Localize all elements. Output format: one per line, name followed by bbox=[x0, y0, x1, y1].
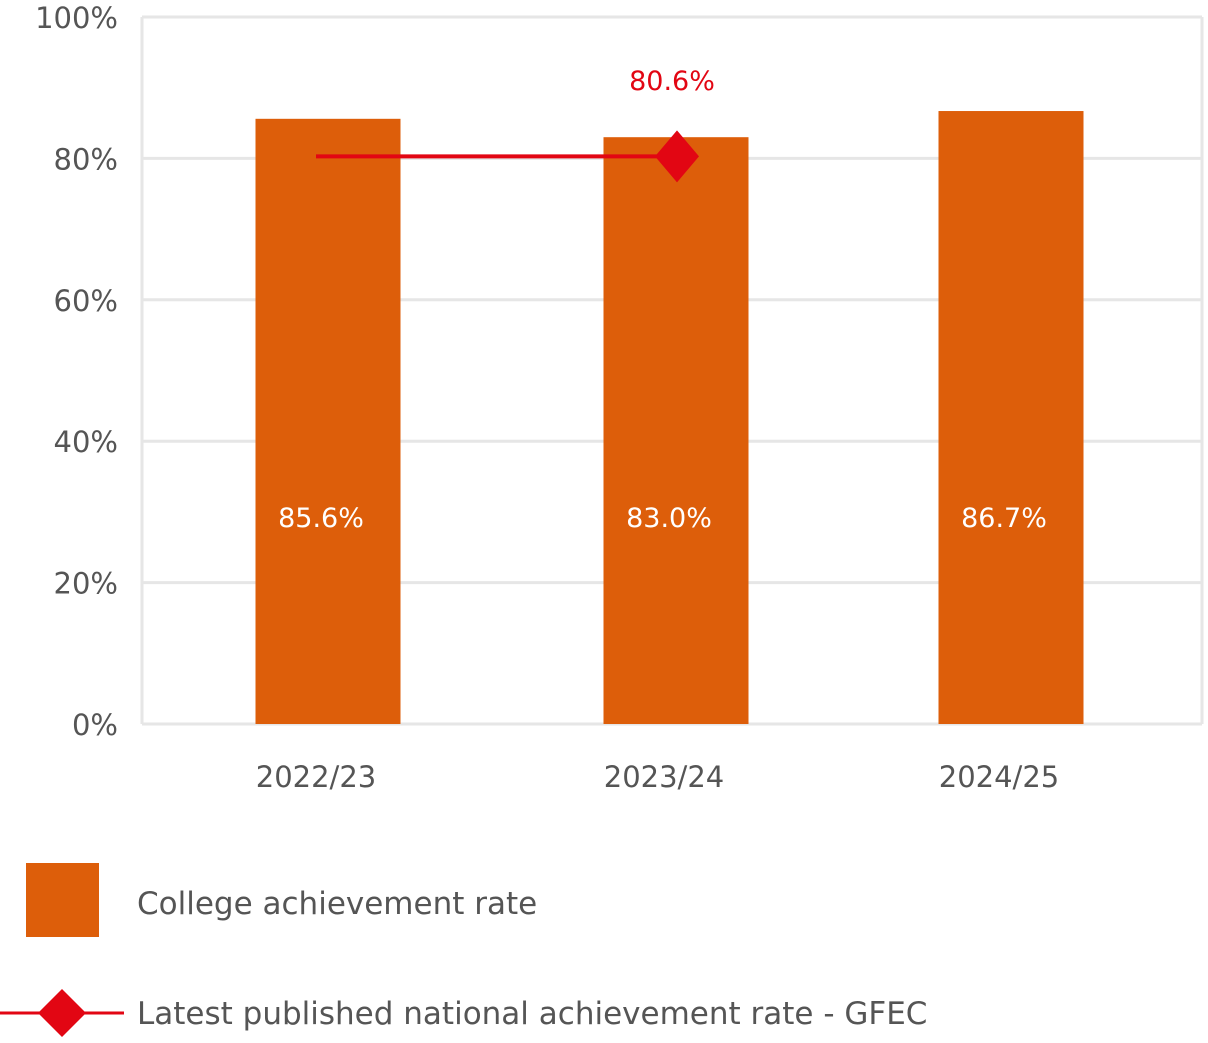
y-tick-label: 20% bbox=[54, 567, 118, 601]
legend-swatch-bar bbox=[26, 863, 99, 937]
y-axis-ticks: 0% 20% 40% 60% 80% 100% bbox=[35, 1, 118, 742]
x-axis-ticks: 2022/23 2023/24 2024/25 bbox=[256, 760, 1059, 794]
national-rate-marker-diamond bbox=[655, 130, 699, 183]
y-tick-label: 40% bbox=[54, 425, 118, 459]
bar bbox=[603, 137, 749, 724]
bar-data-label: 83.0% bbox=[626, 503, 712, 534]
bar bbox=[938, 111, 1084, 724]
y-tick-label: 80% bbox=[54, 142, 118, 176]
legend-label-bar: College achievement rate bbox=[137, 886, 537, 922]
y-tick-label: 60% bbox=[54, 284, 118, 318]
y-tick-label: 100% bbox=[35, 1, 118, 35]
bar bbox=[255, 118, 401, 725]
x-tick-label: 2024/25 bbox=[939, 760, 1059, 794]
bars: 85.6% 83.0% 86.7% bbox=[255, 111, 1084, 725]
legend-label-line: Latest published national achievement ra… bbox=[137, 996, 927, 1032]
bar-data-label: 86.7% bbox=[961, 503, 1047, 534]
bar-data-label: 85.6% bbox=[278, 503, 364, 534]
national-rate-data-label: 80.6% bbox=[629, 66, 715, 97]
legend: College achievement rate Latest publishe… bbox=[0, 863, 927, 1037]
x-tick-label: 2023/24 bbox=[604, 760, 724, 794]
legend-diamond-icon bbox=[38, 989, 86, 1037]
national-rate-line: 80.6% bbox=[316, 66, 715, 183]
x-tick-label: 2022/23 bbox=[256, 760, 376, 794]
y-tick-label: 0% bbox=[72, 708, 118, 742]
